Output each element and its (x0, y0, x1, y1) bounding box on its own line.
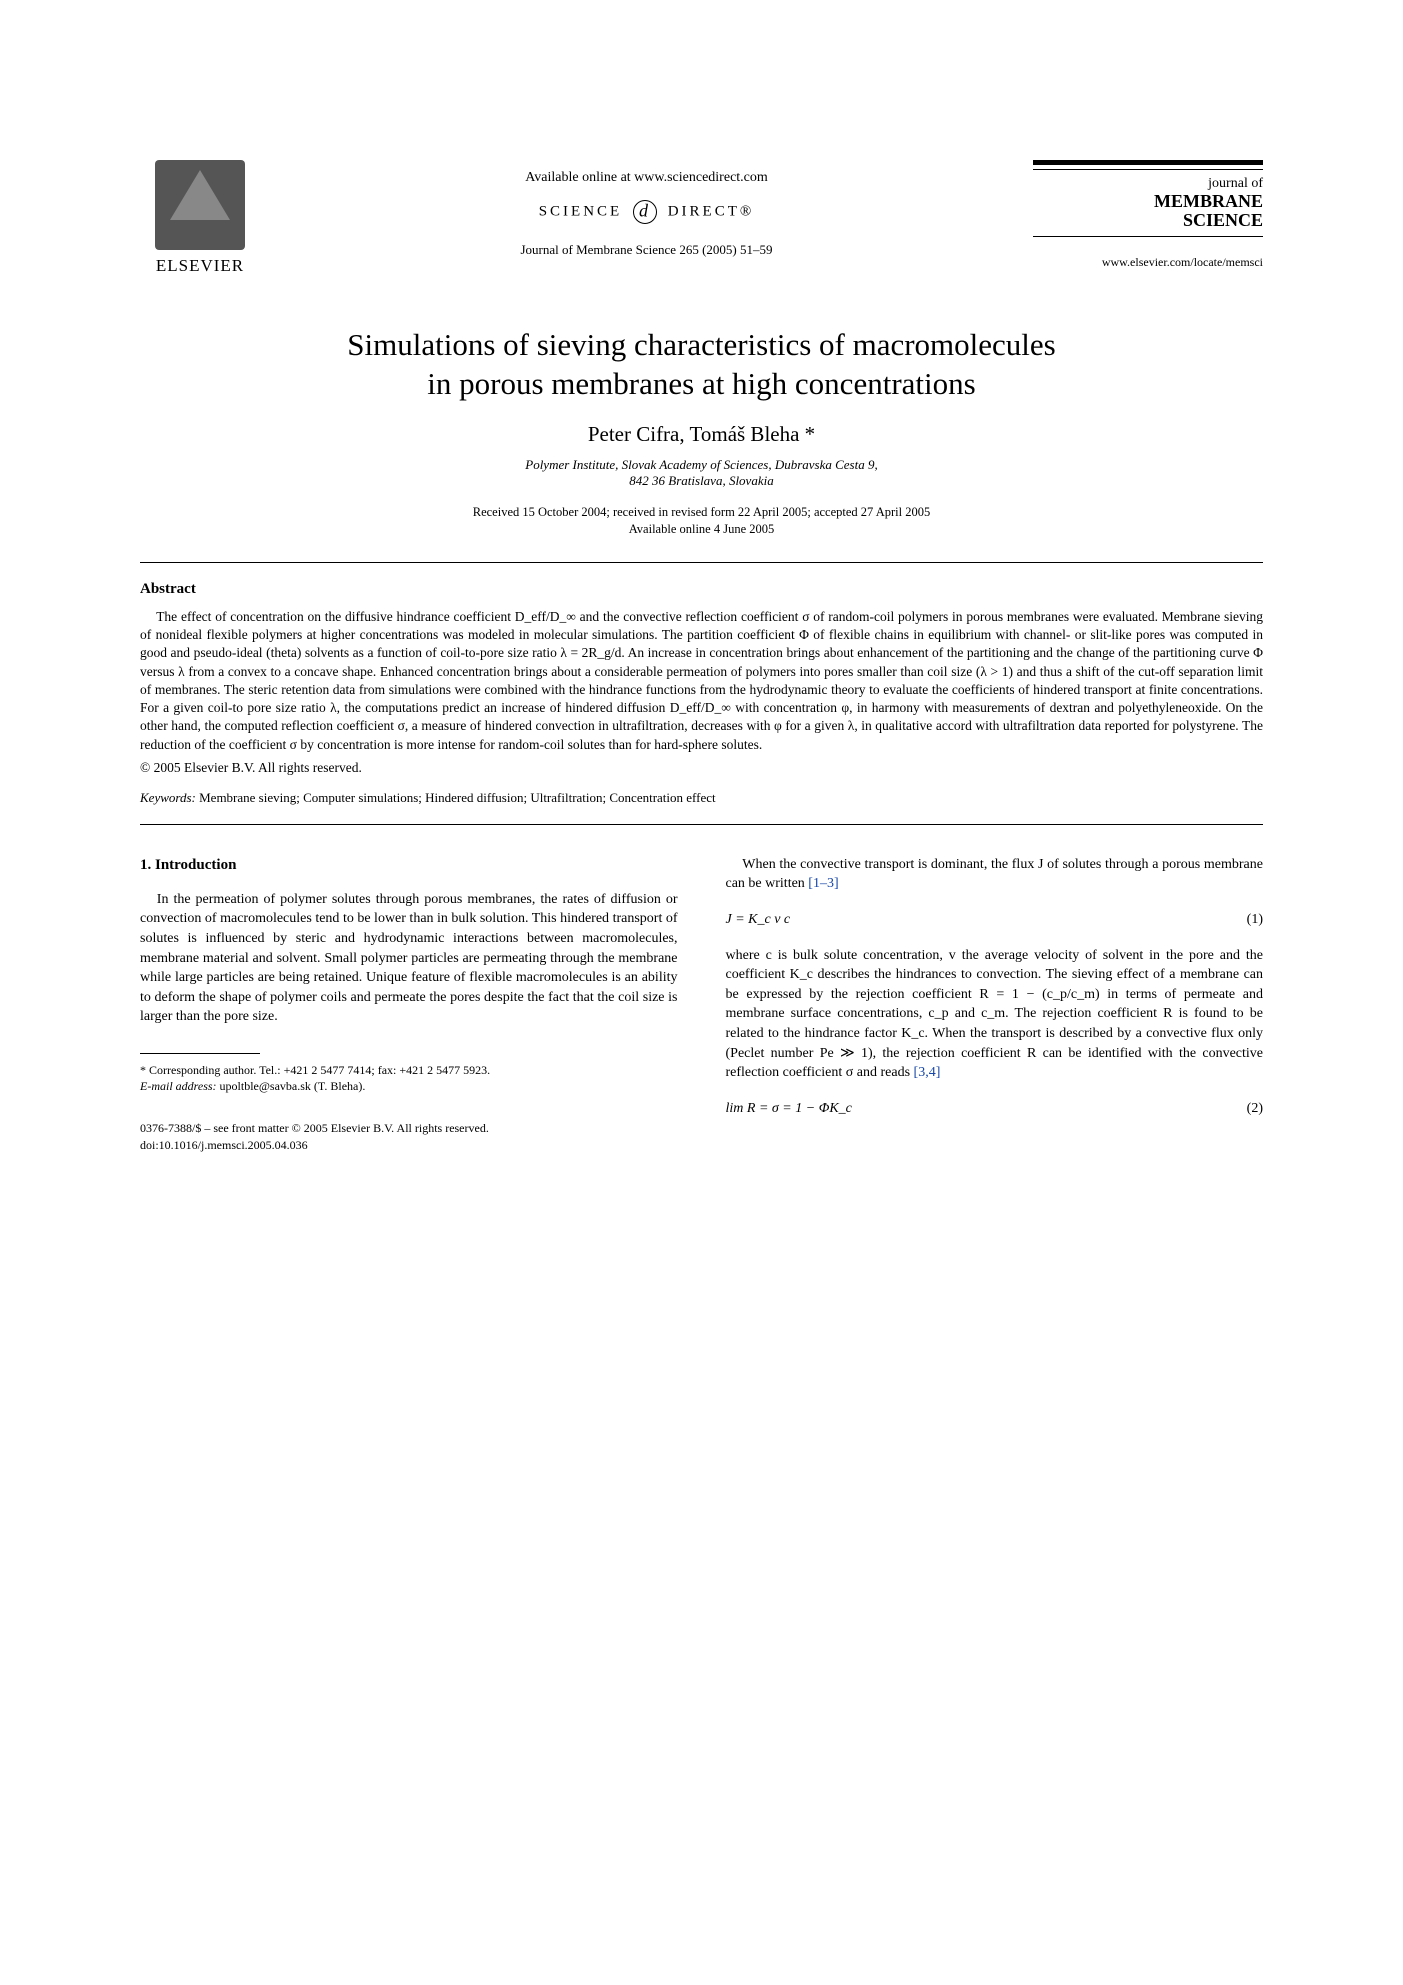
refs-3-4[interactable]: [3,4] (914, 1065, 941, 1080)
equation-1: J = K_c v c (726, 910, 1224, 930)
header-center: Available online at www.sciencedirect.co… (260, 160, 1033, 258)
equation-2: lim R = σ = 1 − ΦK_c (726, 1099, 1224, 1119)
abstract-body: The effect of concentration on the diffu… (140, 608, 1263, 754)
journal-box-rule-bottom (1033, 236, 1263, 237)
keywords-line: Keywords: Membrane sieving; Computer sim… (140, 790, 1263, 806)
refs-1-3[interactable]: [1–3] (808, 876, 838, 891)
right-column: When the convective transport is dominan… (726, 855, 1264, 1153)
article-history: Received 15 October 2004; received in re… (140, 504, 1263, 538)
journal-name-line2: SCIENCE (1033, 211, 1263, 230)
available-online-text: Available online at www.sciencedirect.co… (260, 170, 1033, 186)
sciencedirect-left: SCIENCE (539, 203, 623, 219)
keywords-label: Keywords: (140, 790, 196, 805)
footer-meta: 0376-7388/$ – see front matter © 2005 El… (140, 1120, 678, 1152)
section-1-heading: 1. Introduction (140, 855, 678, 876)
footnote-email-line: E-mail address: upoltble@savba.sk (T. Bl… (140, 1078, 678, 1094)
left-column: 1. Introduction In the permeation of pol… (140, 855, 678, 1153)
journal-url: www.elsevier.com/locate/memsci (1033, 255, 1263, 270)
journal-of-label: journal of (1033, 176, 1263, 192)
intro-paragraph-1: In the permeation of polymer solutes thr… (140, 890, 678, 1027)
convective-intro-paragraph: When the convective transport is dominan… (726, 855, 1264, 894)
abstract-section: Abstract The effect of concentration on … (140, 581, 1263, 806)
abstract-paragraph: The effect of concentration on the diffu… (140, 608, 1263, 754)
affiliation-line2: 842 36 Bratislava, Slovakia (629, 473, 773, 488)
title-line2: in porous membranes at high concentratio… (427, 366, 975, 401)
corresponding-author-footnote: * Corresponding author. Tel.: +421 2 547… (140, 1062, 678, 1094)
title-block: Simulations of sieving characteristics o… (140, 326, 1263, 538)
footnote-corr: * Corresponding author. Tel.: +421 2 547… (140, 1062, 678, 1078)
issn-line: 0376-7388/$ – see front matter © 2005 El… (140, 1120, 678, 1136)
footnote-rule (140, 1053, 260, 1054)
journal-box-rule-top (1033, 160, 1263, 170)
eq1-followup-paragraph: where c is bulk solute concentration, v … (726, 946, 1264, 1083)
equation-2-number: (2) (1223, 1099, 1263, 1119)
affiliation: Polymer Institute, Slovak Academy of Sci… (140, 457, 1263, 491)
equation-1-number: (1) (1223, 910, 1263, 930)
journal-reference: Journal of Membrane Science 265 (2005) 5… (260, 242, 1033, 258)
sciencedirect-d-icon (633, 200, 657, 224)
abstract-copyright: © 2005 Elsevier B.V. All rights reserved… (140, 760, 1263, 776)
equation-1-row: J = K_c v c (1) (726, 910, 1264, 930)
publisher-logo-block: ELSEVIER (140, 160, 260, 276)
journal-title-box: journal of MEMBRANE SCIENCE www.elsevier… (1033, 160, 1263, 270)
affiliation-line1: Polymer Institute, Slovak Academy of Sci… (525, 457, 877, 472)
equation-2-row: lim R = σ = 1 − ΦK_c (2) (726, 1099, 1264, 1119)
title-line1: Simulations of sieving characteristics o… (347, 327, 1056, 362)
paper-title: Simulations of sieving characteristics o… (140, 326, 1263, 404)
author-list: Peter Cifra, Tomáš Bleha * (140, 422, 1263, 447)
rule-after-abstract (140, 824, 1263, 825)
sciencedirect-logo: SCIENCE DIRECT® (260, 200, 1033, 224)
publisher-name: ELSEVIER (156, 256, 244, 276)
history-line1: Received 15 October 2004; received in re… (473, 505, 931, 519)
footnote-email: upoltble@savba.sk (T. Bleha). (220, 1079, 366, 1093)
history-line2: Available online 4 June 2005 (629, 522, 775, 536)
convective-intro-text: When the convective transport is dominan… (726, 857, 1264, 892)
abstract-label: Abstract (140, 581, 1263, 598)
rule-before-abstract (140, 562, 1263, 563)
sciencedirect-right: DIRECT® (668, 203, 755, 219)
elsevier-tree-icon (155, 160, 245, 250)
footnote-email-label: E-mail address: (140, 1079, 217, 1093)
body-columns: 1. Introduction In the permeation of pol… (140, 855, 1263, 1153)
journal-header: ELSEVIER Available online at www.science… (140, 160, 1263, 276)
eq1-followup-text: where c is bulk solute concentration, v … (726, 948, 1264, 1081)
keywords-text: Membrane sieving; Computer simulations; … (199, 790, 716, 805)
journal-name-line1: MEMBRANE (1033, 192, 1263, 211)
doi-line: doi:10.1016/j.memsci.2005.04.036 (140, 1137, 678, 1153)
